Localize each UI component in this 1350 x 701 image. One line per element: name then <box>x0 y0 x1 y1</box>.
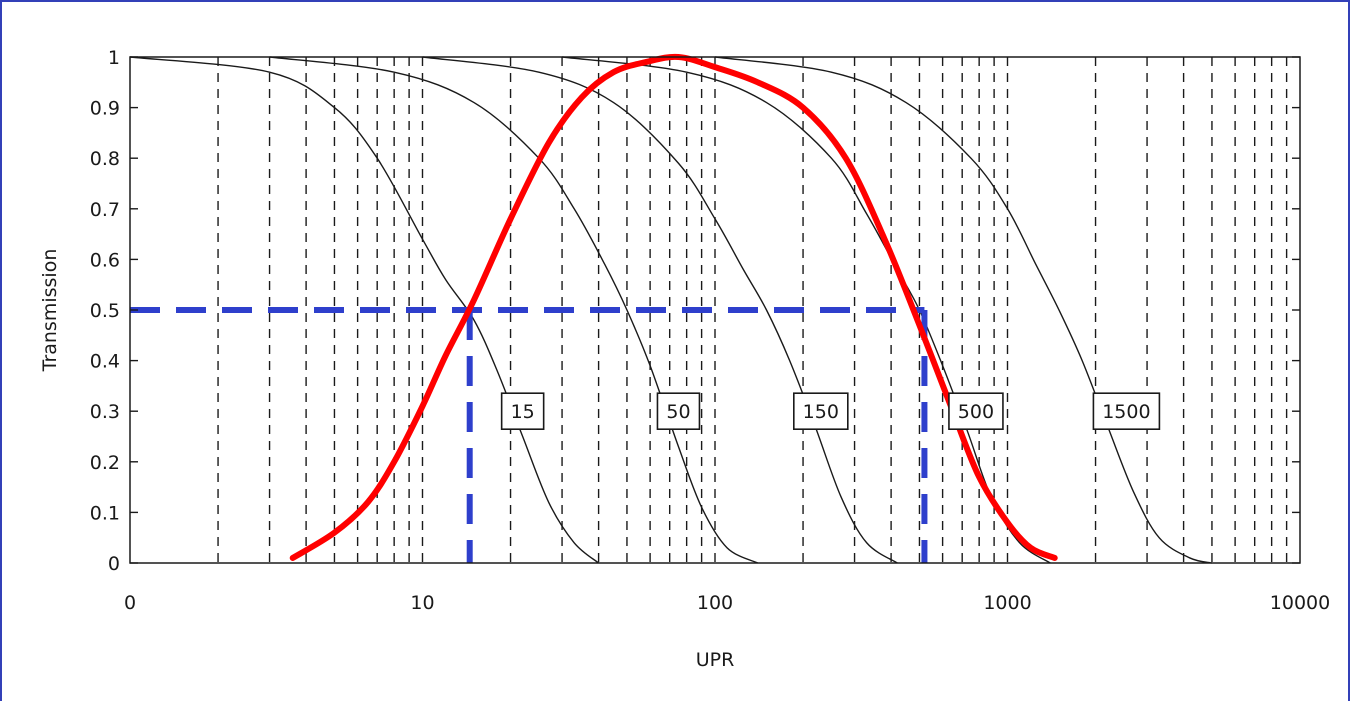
series-line-1500 <box>714 56 1213 564</box>
series-line-500 <box>561 56 1051 564</box>
series-line-150 <box>422 56 898 564</box>
y-tick-label: 0.7 <box>90 199 120 221</box>
y-axis-label: Transmission <box>39 249 61 373</box>
series-line-50 <box>269 56 759 564</box>
y-tick-label: 0.5 <box>90 300 120 322</box>
y-tick-label: 0.4 <box>90 351 120 373</box>
y-tick-label: 0.3 <box>90 401 120 423</box>
curve-label: 150 <box>803 401 839 423</box>
curve-label-box <box>793 392 849 431</box>
y-tick-label: 0 <box>108 553 120 575</box>
curve-label-box <box>1092 392 1161 431</box>
curve-labels: 15 50 150 500 1500 <box>500 392 1161 431</box>
y-axis-ticks: 0 0.1 0.2 0.3 0.4 0.5 0.6 0.7 0.8 0.9 1 <box>90 47 1300 575</box>
x-tick-label: 10000 <box>1270 592 1330 614</box>
curve-label: 500 <box>958 401 994 423</box>
curve-label-box <box>948 392 1004 431</box>
series-line-15 <box>129 56 600 564</box>
curve-label: 15 <box>511 401 535 423</box>
plot-area-border <box>129 56 1301 564</box>
y-tick-label: 0.1 <box>90 502 120 524</box>
y-tick-label: 0.6 <box>90 249 120 271</box>
curve-label: 50 <box>666 401 690 423</box>
y-tick-label: 0.9 <box>90 98 120 120</box>
y-tick-label: 0.2 <box>90 452 120 474</box>
x-tick-label: 10 <box>410 592 434 614</box>
y-tick-label: 1 <box>108 47 120 69</box>
x-tick-label: 0 <box>124 592 136 614</box>
transmission-curves <box>129 56 1213 564</box>
curve-label: 1500 <box>1102 401 1150 423</box>
x-tick-label: 100 <box>697 592 733 614</box>
curve-label-box <box>500 392 545 431</box>
x-tick-label: 1000 <box>983 592 1031 614</box>
reference-lines <box>130 307 928 563</box>
x-axis-label: UPR <box>696 649 735 671</box>
x-axis-ticks: 0 10 100 1000 10000 <box>124 592 1330 614</box>
curve-label-box <box>656 392 701 431</box>
y-tick-label: 0.8 <box>90 148 120 170</box>
